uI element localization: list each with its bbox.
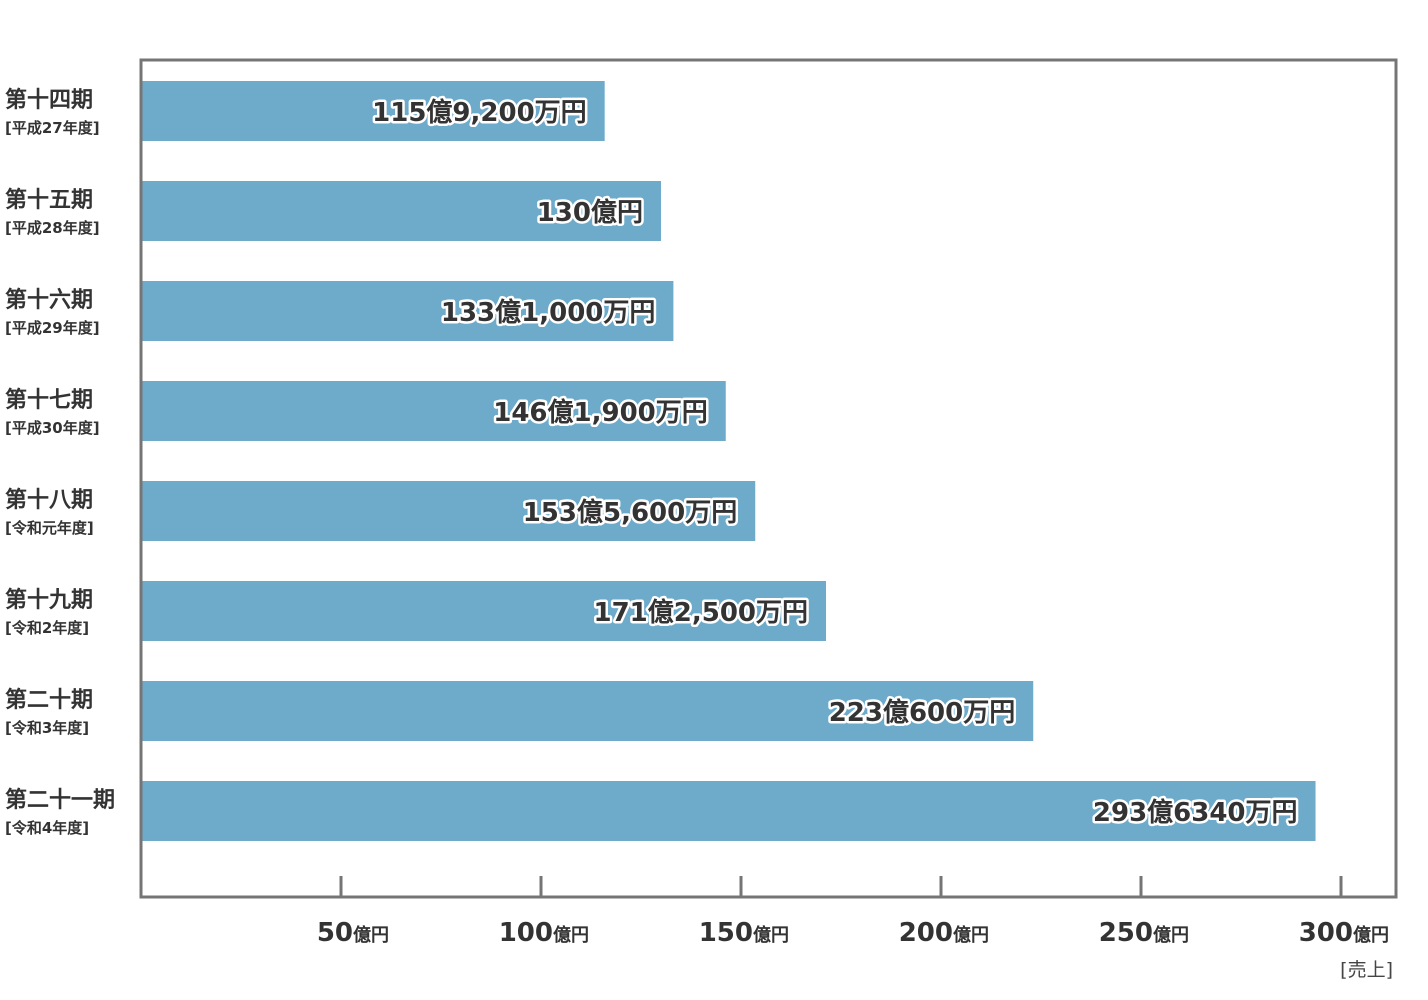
x-tick-unit: 億円	[753, 924, 789, 946]
bar-value-label: 115億9,200万円	[372, 98, 587, 128]
bar	[142, 581, 826, 641]
bar-value-label: 223億600万円	[829, 698, 1016, 728]
category-period-label: 第十九期	[5, 587, 93, 613]
x-tick-label: 200億円	[899, 918, 989, 948]
x-tick-unit: 億円	[1153, 924, 1189, 946]
bar	[142, 81, 605, 141]
category-year-label: [平成30年度]	[5, 419, 100, 437]
bar	[142, 181, 661, 241]
x-tick-unit: 億円	[953, 924, 989, 946]
bars-layer	[142, 81, 1316, 841]
axis-layer: 50億円 100億円 150億円 200億円 250億円 300億円	[139, 58, 1398, 948]
category-period-label: 第十八期	[5, 487, 93, 513]
category-period-label: 第十四期	[5, 87, 93, 113]
category-year-label: [令和2年度]	[5, 619, 89, 637]
bar-value-label: 153億5,600万円	[523, 498, 738, 528]
plot-frame	[139, 58, 1398, 899]
category-labels-layer: 第十四期 [平成27年度] 第十五期 [平成28年度] 第十六期 [平成29年度] 第十七期…	[5, 87, 115, 837]
x-tick-number: 50	[317, 918, 353, 948]
category-period-label: 第二十期	[5, 687, 93, 713]
x-tick-unit: 億円	[1353, 924, 1389, 946]
x-tick-label: 250億円	[1099, 918, 1189, 948]
x-tick-label: 50億円	[317, 918, 389, 948]
x-tick-number: 250	[1099, 918, 1153, 948]
x-tick-number: 200	[899, 918, 953, 948]
bar-value-label: 171億2,500万円	[593, 598, 808, 628]
bar	[142, 481, 756, 541]
bar	[142, 381, 726, 441]
value-labels-layer: 115億9,200万円 130億円 133億1,000万円 146億1,900万円 15…	[370, 96, 1300, 831]
bar-value-label: 146億1,900万円	[493, 398, 708, 428]
category-year-label: [平成27年度]	[5, 119, 100, 137]
x-tick-label: 150億円	[699, 918, 789, 948]
x-axis-unit-label: [売上]	[1340, 959, 1393, 981]
bar-value-label: 133億1,000万円	[441, 298, 656, 328]
bar	[142, 681, 1034, 741]
x-tick-number: 100	[499, 918, 553, 948]
x-tick-unit: 億円	[553, 924, 589, 946]
x-tick-number: 300	[1299, 918, 1353, 948]
category-period-label: 第二十一期	[5, 787, 115, 813]
category-year-label: [平成28年度]	[5, 219, 100, 237]
bar	[142, 281, 674, 341]
x-tick-unit: 億円	[353, 924, 389, 946]
category-year-label: [令和元年度]	[5, 519, 94, 537]
category-year-label: [令和3年度]	[5, 719, 89, 737]
category-year-label: [令和4年度]	[5, 819, 89, 837]
x-tick-label: 100億円	[499, 918, 589, 948]
category-period-label: 第十五期	[5, 187, 93, 213]
bar-value-label: 130億円	[537, 198, 643, 228]
x-tick-number: 150	[699, 918, 753, 948]
category-year-label: [平成29年度]	[5, 319, 100, 337]
category-period-label: 第十七期	[5, 387, 93, 413]
bar-value-label: 293億6340万円	[1093, 798, 1298, 828]
x-tick-label: 300億円	[1299, 918, 1389, 948]
category-period-label: 第十六期	[5, 287, 93, 313]
bar	[142, 781, 1316, 841]
